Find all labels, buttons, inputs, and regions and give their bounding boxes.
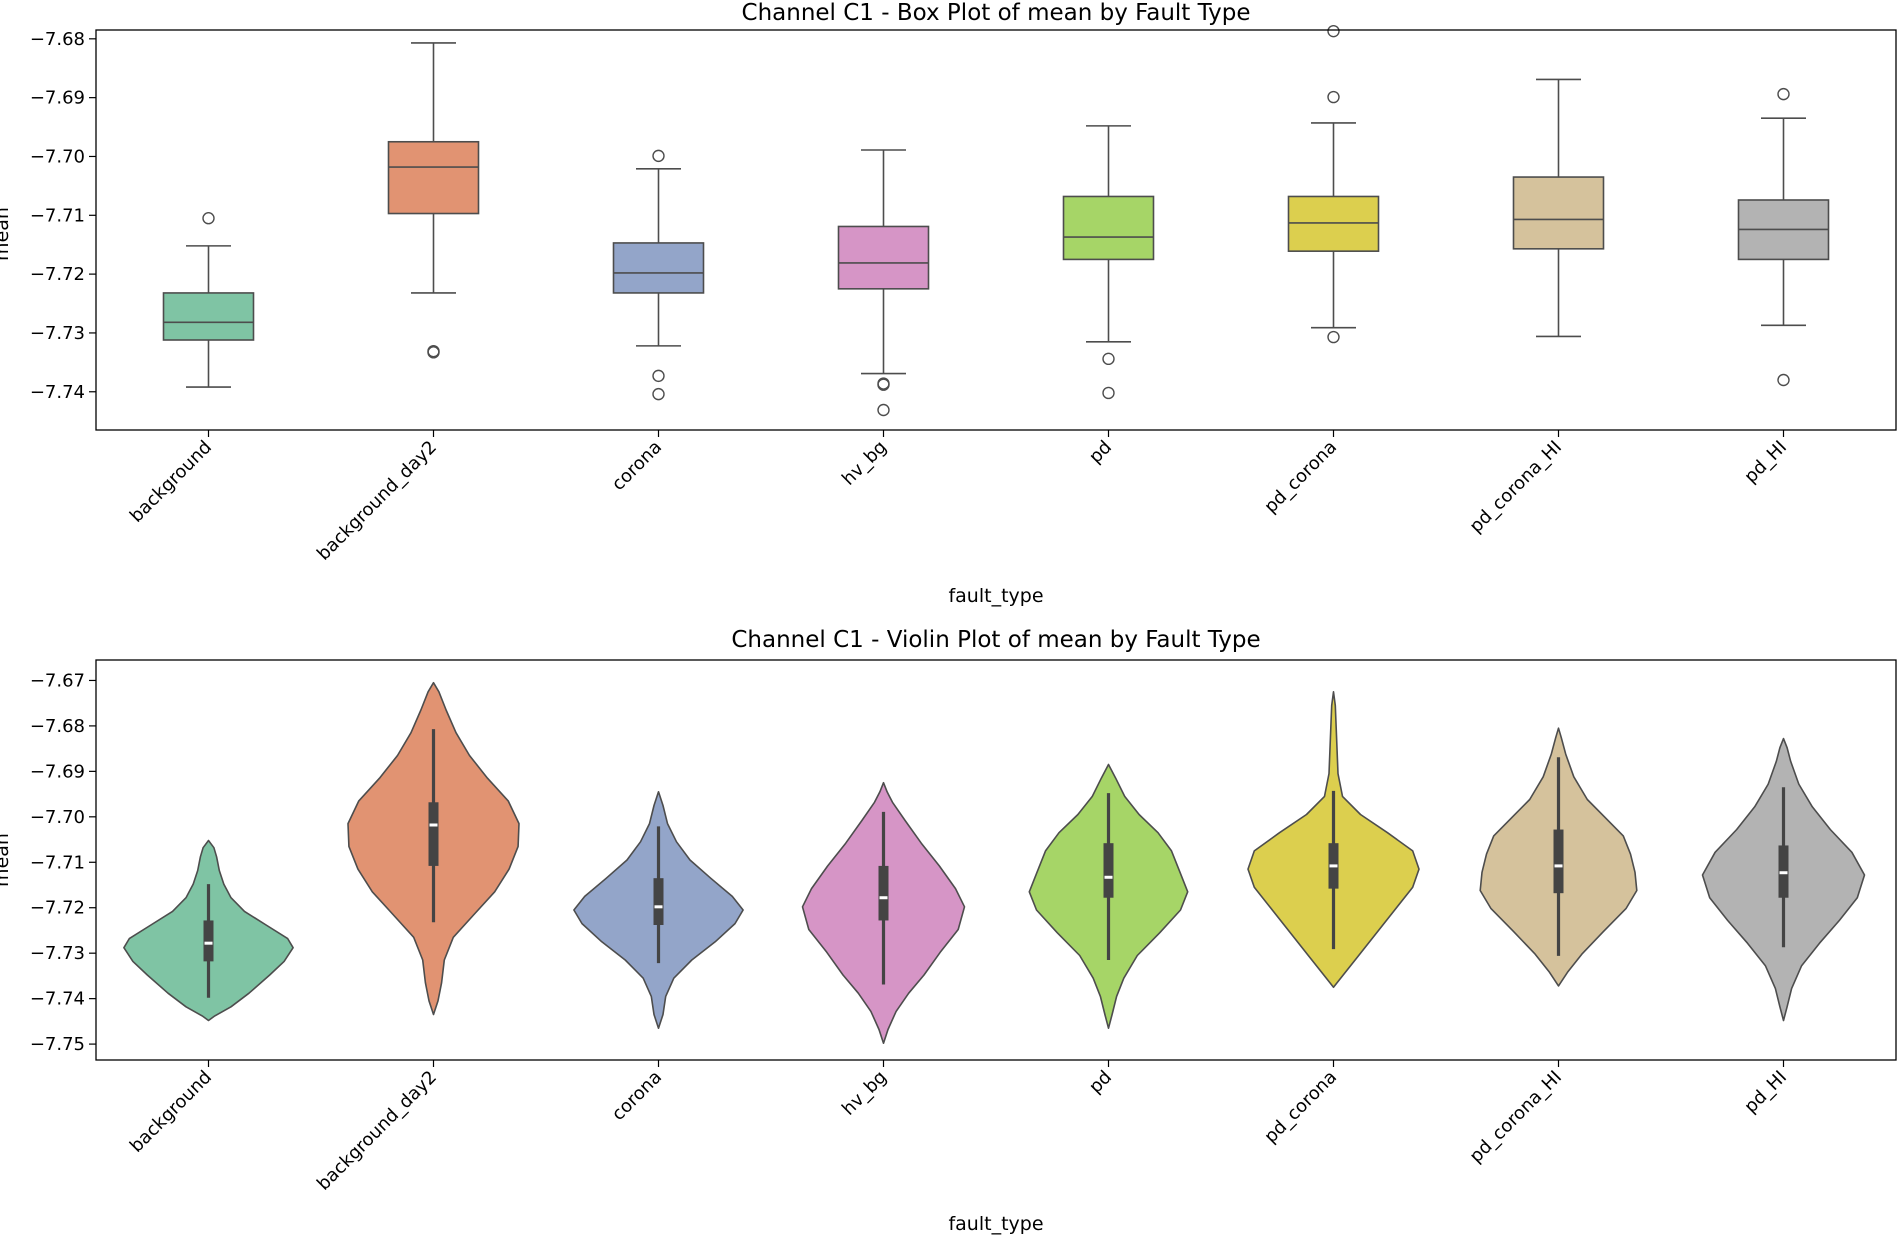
y-tick-label: −7.68 (30, 29, 85, 50)
x-tick-label: pd_corona (1260, 1067, 1341, 1148)
x-tick-label: pd (1085, 437, 1116, 468)
y-axis-label: mean (0, 207, 13, 261)
x-tick-label: pd_corona (1260, 437, 1341, 518)
violin-iqr-bar (428, 802, 439, 866)
box-outlier (427, 344, 440, 358)
plot-frame (95, 659, 1897, 1061)
y-tick-label: −7.74 (30, 382, 85, 403)
violin-median (1329, 864, 1338, 868)
x-tick-label: hv_bg (838, 1067, 891, 1120)
box-background_day2 (387, 140, 480, 215)
x-tick-label: pd (1085, 1067, 1116, 1098)
violin-median (654, 905, 663, 909)
violin-median (1779, 871, 1788, 875)
box-hv_bg (837, 225, 930, 290)
y-tick-label: −7.71 (30, 852, 85, 873)
chart-title: Channel C1 - Box Plot of mean by Fault T… (742, 0, 1251, 26)
y-tick-label: −7.72 (30, 898, 85, 919)
x-tick-label: pd_HI (1740, 1067, 1791, 1118)
box-outlier (1327, 90, 1340, 104)
x-tick-label: background_day2 (313, 1067, 441, 1195)
x-axis-label: fault_type (948, 1213, 1043, 1235)
y-tick-label: −7.73 (30, 323, 85, 344)
y-tick-label: −7.68 (30, 716, 85, 737)
plot-frame (95, 29, 1897, 431)
x-tick-label: background (126, 1067, 216, 1157)
violin-iqr-bar (1553, 829, 1564, 894)
x-tick-label: pd_corona_HI (1466, 437, 1566, 537)
box-outlier (877, 403, 890, 417)
box-background (162, 292, 255, 341)
box-outlier (1777, 87, 1790, 101)
y-tick-label: −7.73 (30, 943, 85, 964)
violin-median (1554, 864, 1563, 868)
chart-title: Channel C1 - Violin Plot of mean by Faul… (731, 627, 1260, 653)
x-axis-label: fault_type (948, 585, 1043, 607)
box-corona (612, 242, 705, 294)
y-tick-label: −7.74 (30, 989, 85, 1010)
violin-plot-marks: −7.75 −7.74 −7.73 −7.72 −7.71 −7.70 −7.69 −7.68… (30, 670, 1866, 1195)
box-outlier (652, 149, 665, 163)
box-outlier (1102, 386, 1115, 400)
x-tick-label: background (126, 437, 216, 527)
box-outlier (877, 378, 890, 391)
violin-plot-panel: Channel C1 - Violin Plot of mean by Faul… (0, 627, 1897, 1235)
violin-iqr-bar (1103, 843, 1114, 898)
y-tick-label: −7.75 (30, 1034, 85, 1055)
box-outlier (1327, 330, 1340, 344)
x-tick-label: pd_corona_HI (1466, 1067, 1566, 1167)
x-tick-label: corona (608, 1067, 666, 1125)
violin-iqr-bar (653, 878, 664, 925)
violin-iqr-bar (878, 865, 889, 921)
y-tick-label: −7.70 (30, 146, 85, 167)
box-outlier (1327, 24, 1340, 38)
box-outlier (652, 387, 665, 401)
violin-median (1104, 875, 1113, 879)
x-tick-label: corona (608, 437, 666, 495)
box-pd_corona (1287, 195, 1380, 252)
box-pd_corona_HI (1512, 176, 1605, 250)
y-tick-label: −7.69 (30, 88, 85, 109)
y-tick-label: −7.70 (30, 807, 85, 828)
y-axis-label: mean (0, 833, 13, 887)
violin-median (879, 896, 888, 900)
box-outlier (652, 369, 665, 383)
y-tick-label: −7.71 (30, 205, 85, 226)
violin-median (204, 941, 213, 945)
violin-median (429, 823, 438, 827)
box-outlier (1777, 373, 1790, 387)
x-tick-label: hv_bg (838, 437, 891, 490)
box-pd (1062, 195, 1155, 261)
x-tick-label: pd_HI (1740, 437, 1791, 488)
box-outlier (202, 212, 215, 225)
y-tick-label: −7.67 (30, 670, 85, 691)
violin-iqr-bar (203, 920, 214, 962)
box-plot-panel: Channel C1 - Box Plot of mean by Fault T… (0, 0, 1897, 607)
x-tick-label: background_day2 (313, 437, 441, 565)
box-outlier (1102, 352, 1115, 366)
y-tick-label: −7.69 (30, 761, 85, 782)
box-plot-marks: −7.74 −7.73 −7.72 −7.71 −7.70 −7.69 −7.68 backg… (30, 24, 1830, 565)
y-tick-label: −7.72 (30, 264, 85, 285)
